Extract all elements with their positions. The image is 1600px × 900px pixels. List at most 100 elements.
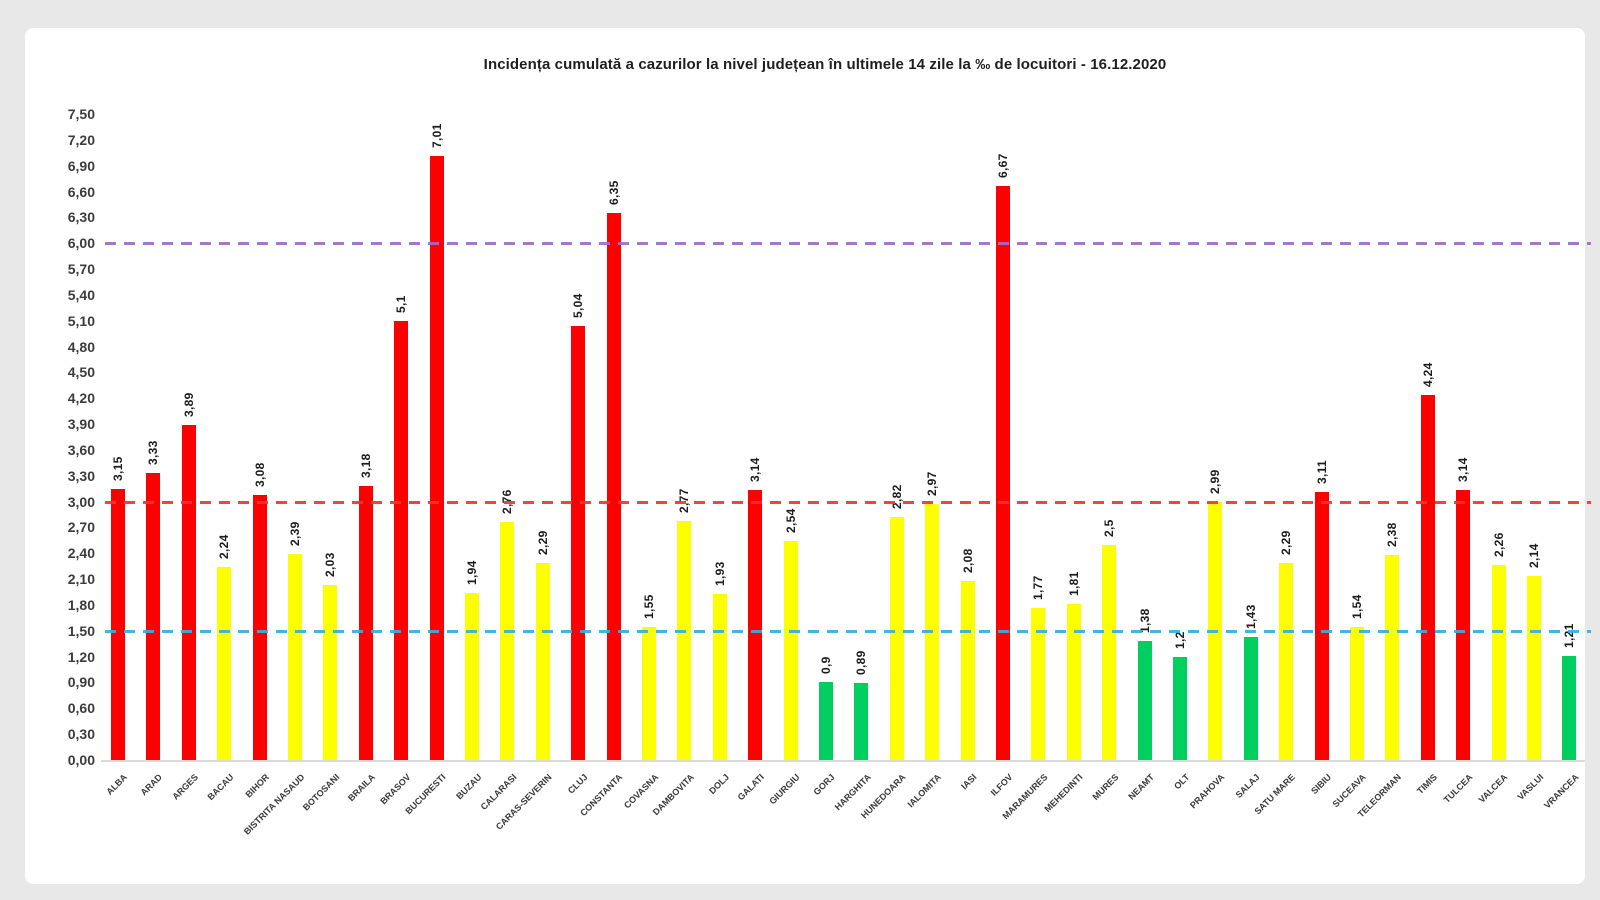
y-tick-label: 0,60 bbox=[67, 700, 95, 717]
x-axis-label: PRAHOVA bbox=[1188, 772, 1227, 811]
bar-value-label: 2,99 bbox=[1208, 469, 1223, 495]
y-tick-label: 1,50 bbox=[67, 622, 95, 639]
x-axis-label: VASLUI bbox=[1515, 772, 1546, 802]
bar-value-label: 6,67 bbox=[996, 152, 1010, 178]
bar-value-label: 3,89 bbox=[181, 392, 196, 417]
bar-value-label: 4,24 bbox=[1420, 362, 1435, 387]
threshold-line-3 bbox=[105, 500, 1591, 504]
y-tick-label: 5,40 bbox=[67, 286, 95, 303]
bar-neamt bbox=[1137, 641, 1152, 760]
bar-dolj bbox=[712, 593, 727, 760]
bar-brasov bbox=[394, 320, 409, 760]
bar-salaj bbox=[1243, 636, 1258, 760]
bar-value-label: 6,35 bbox=[606, 180, 621, 206]
bar-value-label: 0,9 bbox=[819, 656, 833, 675]
bar-teleorman bbox=[1385, 555, 1400, 760]
x-axis-label: ILFOV bbox=[988, 772, 1015, 798]
bar-value-label: 2,29 bbox=[1279, 530, 1294, 555]
bar-value-label: 1,43 bbox=[1243, 604, 1258, 629]
bar-olt bbox=[1173, 656, 1187, 760]
x-axis-label: BRAILA bbox=[345, 772, 377, 804]
bar-value-label: 2,97 bbox=[925, 471, 940, 497]
bar-value-label: 2,39 bbox=[288, 521, 302, 547]
y-tick-label: 6,60 bbox=[67, 183, 95, 200]
y-tick-label: 3,60 bbox=[67, 441, 95, 458]
bar-cluj bbox=[571, 325, 586, 760]
bar-harghita bbox=[854, 683, 869, 760]
bar-valcea bbox=[1491, 565, 1506, 760]
x-axis-label: SIBIU bbox=[1308, 772, 1333, 797]
bar-value-label: 2,26 bbox=[1491, 532, 1506, 558]
bar-timis bbox=[1420, 394, 1435, 760]
x-axis-label: MURES bbox=[1090, 772, 1121, 803]
bar-value-label: 1,94 bbox=[465, 560, 479, 585]
bar-arad bbox=[146, 473, 161, 760]
y-tick-label: 6,00 bbox=[67, 235, 95, 252]
bar-arges bbox=[181, 424, 196, 760]
bar-caras-severin bbox=[535, 562, 550, 760]
bar-buzau bbox=[465, 592, 479, 760]
bar-satu-mare bbox=[1279, 562, 1294, 760]
y-tick-label: 2,40 bbox=[67, 545, 95, 562]
chart-title: Incidența cumulată a cazurilor la nivel … bbox=[483, 56, 1167, 73]
y-tick-label: 7,20 bbox=[67, 131, 95, 148]
bar-mures bbox=[1102, 544, 1117, 760]
y-tick-label: 3,00 bbox=[67, 493, 95, 510]
bar-dambovita bbox=[677, 521, 692, 760]
bar-vaslui bbox=[1527, 575, 1541, 760]
x-axis-label: BRASOV bbox=[377, 772, 413, 807]
bar-covasna bbox=[642, 626, 656, 760]
x-axis-label: GIURGIU bbox=[767, 772, 802, 807]
x-axis-label: IALOMITA bbox=[905, 772, 944, 810]
x-axis-label: SALAJ bbox=[1233, 772, 1262, 800]
x-axis-label: BUZAU bbox=[453, 772, 484, 802]
threshold-line-1.5 bbox=[105, 629, 1591, 633]
bar-value-label: 1,54 bbox=[1350, 594, 1364, 620]
bar-value-label: 0,89 bbox=[854, 650, 869, 676]
bar-value-label: 3,18 bbox=[358, 453, 373, 479]
bar-suceava bbox=[1350, 627, 1364, 760]
threshold-line-6 bbox=[105, 242, 1591, 246]
bar-braila bbox=[358, 486, 373, 760]
bar-value-label: 7,01 bbox=[429, 123, 444, 149]
x-axis-label: BIHOR bbox=[243, 772, 271, 800]
bar-sibiu bbox=[1314, 492, 1329, 760]
chart-card: Incidența cumulată a cazurilor la nivel … bbox=[25, 28, 1591, 884]
y-tick-label: 0,00 bbox=[67, 752, 95, 768]
bar-value-label: 2,14 bbox=[1527, 543, 1541, 568]
y-tick-label: 5,70 bbox=[67, 261, 95, 278]
bar-value-label: 2,03 bbox=[323, 552, 338, 578]
bar-hunedoara bbox=[889, 517, 904, 760]
x-axis-label: CLUJ bbox=[565, 772, 590, 796]
bar-value-label: 2,24 bbox=[217, 534, 232, 560]
y-tick-label: 2,10 bbox=[67, 571, 95, 588]
bar-giurgiu bbox=[783, 541, 798, 760]
bar-value-label: 5,1 bbox=[394, 295, 409, 313]
bar-bistrita-nasaud bbox=[288, 554, 302, 760]
x-axis-label: VRANCEA bbox=[1541, 772, 1581, 811]
bar-gorj bbox=[819, 682, 833, 760]
bar-maramures bbox=[1031, 607, 1046, 760]
bar-bacau bbox=[217, 567, 232, 760]
y-tick-label: 4,20 bbox=[67, 390, 95, 407]
bar-bucuresti bbox=[429, 156, 444, 760]
bar-value-label: 3,14 bbox=[1456, 456, 1471, 482]
bar-botosani bbox=[323, 585, 338, 760]
bar-tulcea bbox=[1456, 489, 1471, 760]
x-axis-label: DOLJ bbox=[706, 772, 731, 797]
x-axis-label: IASI bbox=[959, 772, 979, 792]
x-axis-label: NEAMT bbox=[1125, 772, 1156, 802]
bar-value-label: 1,2 bbox=[1173, 631, 1187, 649]
y-tick-label: 4,80 bbox=[67, 338, 95, 355]
x-axis-label: GALATI bbox=[735, 772, 767, 803]
bar-value-label: 2,29 bbox=[535, 530, 550, 555]
bar-value-label: 1,21 bbox=[1562, 623, 1577, 648]
y-tick-label: 0,90 bbox=[67, 674, 95, 691]
bar-mehedinti bbox=[1066, 604, 1081, 760]
bar-ilfov bbox=[996, 185, 1010, 760]
x-axis-label: BISTRITA NASAUD bbox=[241, 772, 307, 837]
plot-area: 3,15 ALBA 3,33 ARAD 3,89 ARGES 2,24 BACAU 3,08 BI… bbox=[101, 114, 1591, 837]
bar-value-label: 2,82 bbox=[889, 484, 904, 510]
bar-value-label: 1,55 bbox=[642, 593, 656, 619]
